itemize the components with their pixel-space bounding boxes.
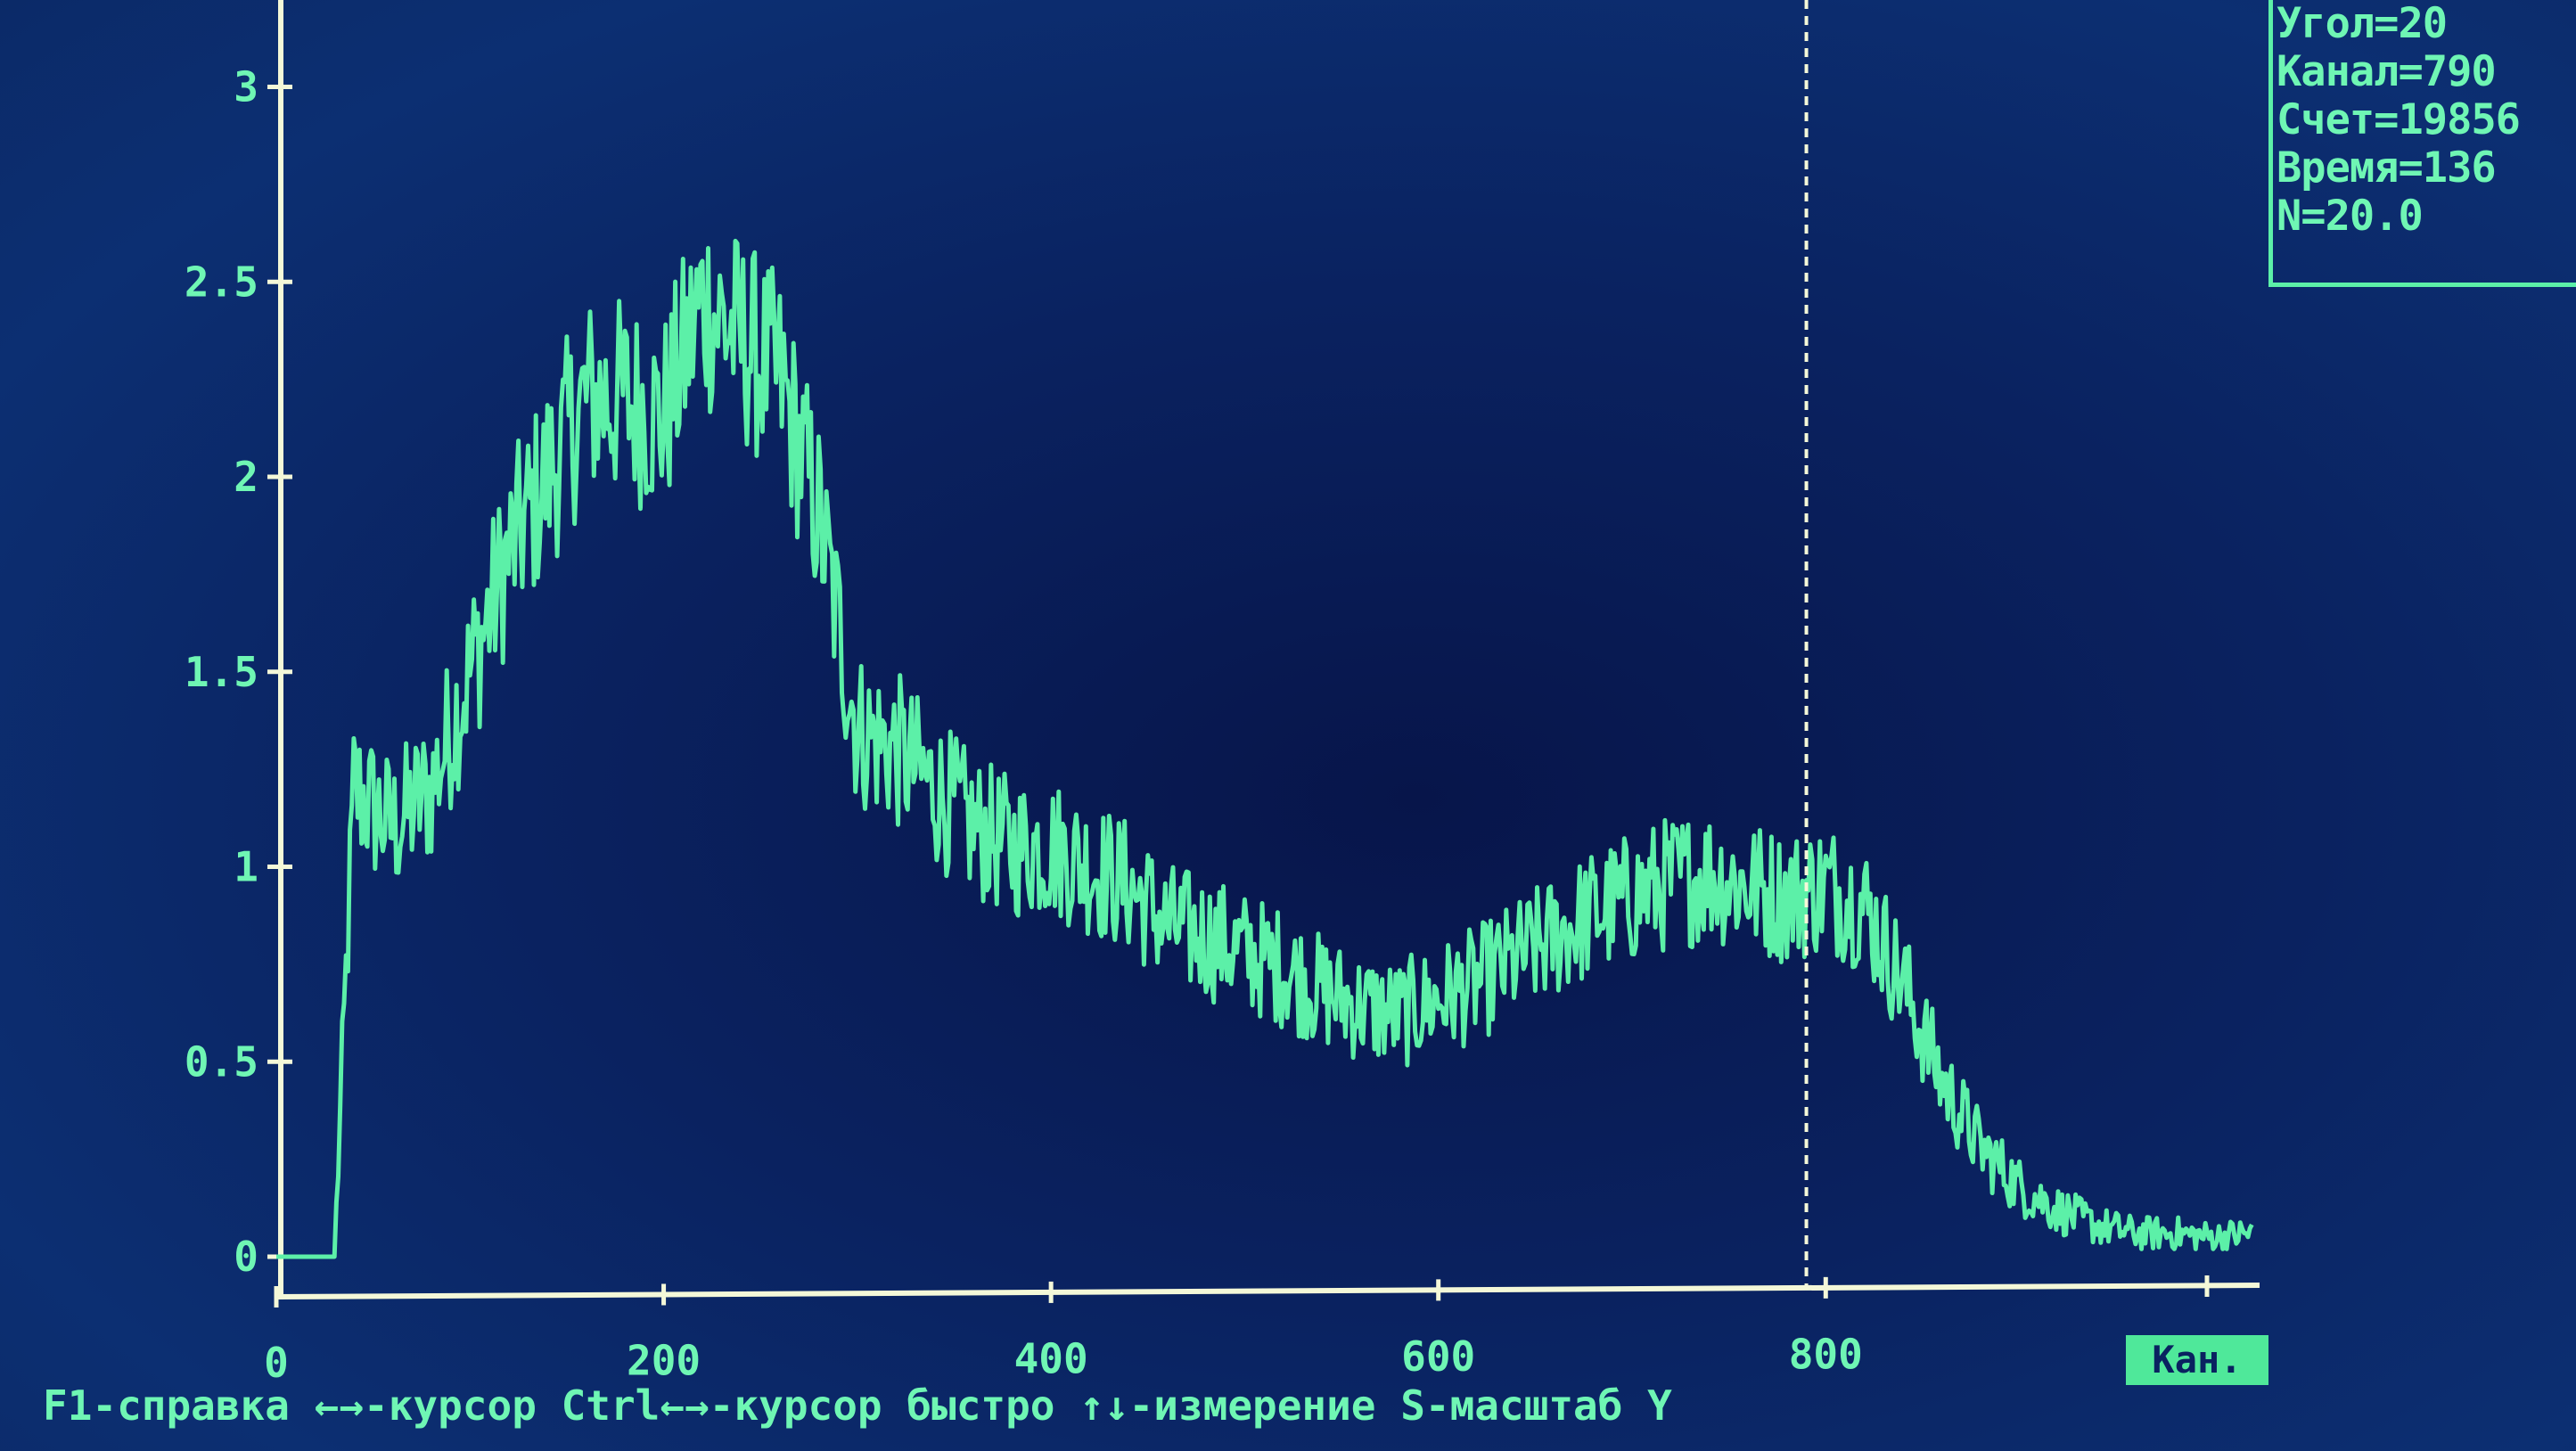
x-axis-line [275,1283,2260,1299]
y-tick-label: 2.5 [185,258,258,306]
y-tick-label: 0.5 [185,1037,258,1086]
y-tick-label: 1 [234,843,258,891]
y-tick-label: 1.5 [185,648,258,696]
x-tick-label: 800 [1789,1331,1863,1379]
n-readout: N=20.0 [2277,192,2424,241]
y-tick-label: 3 [234,63,258,111]
measurement-info-panel: Угол=20 Канал=790 Счет=19856 Время=136 N… [2268,0,2576,287]
y-tick-label: 2 [234,453,258,501]
x-tick-label: 0 [264,1339,289,1387]
y-tick-label: 0 [234,1233,258,1281]
x-axis-unit-label: Кан. [2126,1335,2268,1385]
angle-readout: Угол=20 [2277,0,2448,48]
help-bar: F1-справка ←→-курсор Ctrl←→-курсор быстр… [43,1381,1672,1430]
x-tick-label: 200 [627,1337,701,1385]
count-readout: Счет=19856 [2277,95,2521,144]
x-tick-label: 600 [1401,1332,1475,1381]
time-readout: Время=136 [2277,143,2497,193]
channel-readout: Канал=790 [2277,47,2497,96]
x-tick-label: 400 [1014,1334,1088,1382]
spectrum-trace [275,238,2254,1259]
